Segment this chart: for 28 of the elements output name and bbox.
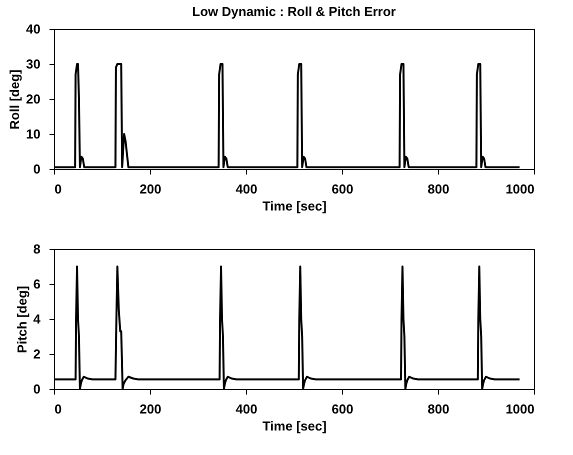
x-axis-title: Time [sec]	[262, 418, 327, 434]
chart-title: Low Dynamic : Roll & Pitch Error	[192, 4, 396, 19]
x-tick-label: 1000	[506, 402, 534, 416]
x-tick-label: 0	[54, 182, 62, 196]
x-tick-label: 400	[236, 182, 258, 196]
x-tick-label: 200	[140, 402, 162, 416]
line-series	[53, 266, 521, 390]
y-tick-label: 20	[26, 92, 40, 106]
x-tick-label: 600	[332, 402, 354, 416]
x-tick-label: 800	[428, 402, 450, 416]
y-tick-label: 0	[33, 382, 40, 396]
y-tick-label: 30	[26, 56, 40, 72]
y-tick-label: 4	[33, 312, 42, 326]
x-tick-label: 200	[140, 182, 162, 196]
y-tick-label: 0	[33, 162, 40, 176]
y-axis-title: Pitch [deg]	[14, 286, 30, 354]
x-tick-label: 0	[54, 402, 62, 416]
y-tick-label: 2	[33, 346, 40, 362]
y-tick-label: 10	[26, 126, 40, 142]
x-tick-label: 400	[236, 402, 258, 416]
y-tick-label: 40	[26, 22, 40, 36]
y-tick-label: 6	[33, 276, 40, 292]
y-tick-label: 8	[33, 242, 40, 256]
x-tick-label: 1000	[506, 182, 534, 196]
x-axis-title: Time [sec]	[262, 198, 327, 214]
x-tick-label: 800	[428, 182, 450, 196]
x-tick-label: 600	[332, 182, 354, 196]
y-axis-title: Roll [deg]	[7, 70, 22, 130]
